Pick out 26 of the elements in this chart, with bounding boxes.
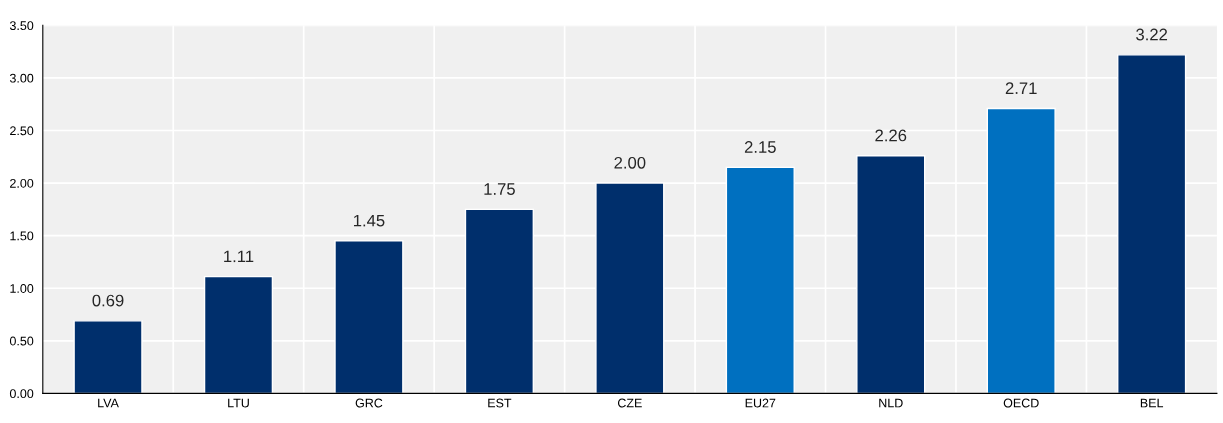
y-tick-label: 3.50 — [9, 21, 34, 31]
data-label: 1.75 — [484, 183, 515, 195]
x-tick-label: EST — [488, 398, 512, 408]
x-tick-label: NLD — [879, 398, 903, 408]
y-tick-label: 2.00 — [10, 178, 34, 188]
x-tick-label: LTU — [228, 398, 249, 408]
y-tick-label: 3.00 — [9, 73, 34, 83]
y-tick-label: 1.00 — [10, 284, 34, 293]
y-tick-label: 2.50 — [10, 126, 34, 136]
y-tick-label: 1.50 — [10, 231, 34, 241]
x-tick-label: BEL — [1140, 398, 1164, 408]
data-label: 2.26 — [875, 129, 907, 142]
data-label: 2.15 — [744, 141, 776, 153]
x-tick-label: EU27 — [745, 398, 776, 408]
x-tick-label: GRC — [355, 398, 383, 408]
data-label: 3.22 — [1136, 28, 1168, 41]
x-tick-label: OECD — [1003, 398, 1039, 408]
y-tick-label: 0.00 — [9, 389, 34, 399]
data-label: 2.00 — [614, 156, 646, 169]
y-tick-label: 0.50 — [9, 336, 34, 346]
data-label: 1.11 — [224, 250, 254, 263]
data-label: 0.69 — [92, 294, 124, 307]
data-label: 1.45 — [353, 214, 385, 227]
data-label: 2.71 — [1005, 82, 1037, 94]
x-tick-label: CZE — [617, 398, 642, 408]
x-tick-label: LVA — [98, 398, 119, 408]
